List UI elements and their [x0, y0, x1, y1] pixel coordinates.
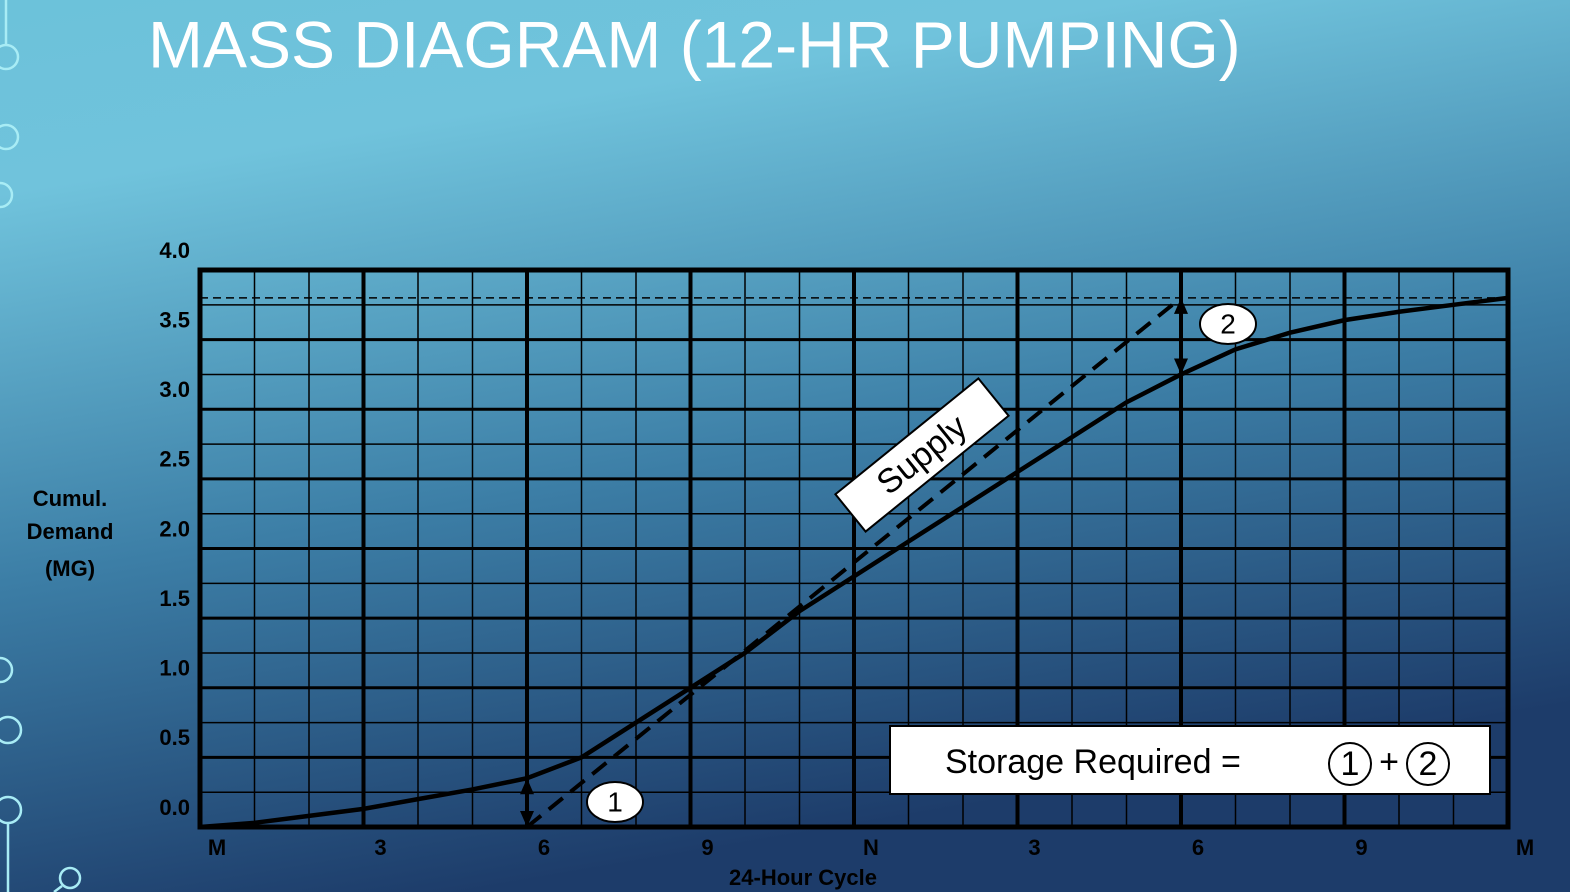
x-axis-label: 24-Hour Cycle [729, 865, 877, 890]
y-tick-label: 2.5 [159, 447, 190, 472]
y-tick-label: 3.5 [159, 307, 190, 332]
note-box [889, 725, 1491, 795]
y-axis-label: Demand [27, 519, 114, 544]
note-circle [1328, 742, 1372, 786]
x-tick-label: 3 [374, 835, 386, 860]
note-text: 2 [1419, 745, 1438, 783]
x-tick-label: 3 [1028, 835, 1040, 860]
x-tick-label: N [863, 835, 879, 860]
y-tick-label: 1.5 [159, 586, 190, 611]
data-line [525, 296, 1183, 829]
x-tick-label: M [1516, 835, 1534, 860]
y-tick-label: 3.0 [159, 377, 190, 402]
x-tick-label: 9 [1355, 835, 1367, 860]
note-circle [1406, 742, 1450, 786]
decoration [0, 0, 82, 892]
arrow-head [520, 778, 534, 795]
x-tick-label: 9 [701, 835, 713, 860]
y-tick-label: 1.0 [159, 656, 190, 681]
note-text: + [1379, 743, 1399, 781]
slide-title: MASS DIAGRAM (12-HR PUMPING) [148, 7, 1241, 81]
x-tick-label: 6 [538, 835, 550, 860]
callout [586, 781, 644, 823]
y-tick-label: 0.5 [159, 725, 190, 750]
annotation: 1 [607, 786, 623, 817]
annotation: 2 [1220, 308, 1236, 339]
note-text: Storage Required = [945, 743, 1241, 781]
x-tick-label: M [208, 835, 226, 860]
plot-frame [197, 267, 1511, 830]
y-axis-label: (MG) [45, 556, 95, 581]
y-tick-label: 0.0 [159, 795, 190, 820]
data-line [199, 295, 1509, 830]
y-tick-label: 4.0 [159, 238, 190, 263]
arrow-head [520, 811, 534, 827]
label-box [833, 377, 1011, 533]
y-tick-label: 2.0 [159, 516, 190, 541]
y-axis-label: Cumul. [33, 486, 108, 511]
arrow-head [1174, 358, 1188, 375]
note-text: 1 [1341, 745, 1360, 783]
x-tick-label: 6 [1192, 835, 1204, 860]
callout [1199, 303, 1257, 345]
arrow-head [1174, 297, 1188, 314]
